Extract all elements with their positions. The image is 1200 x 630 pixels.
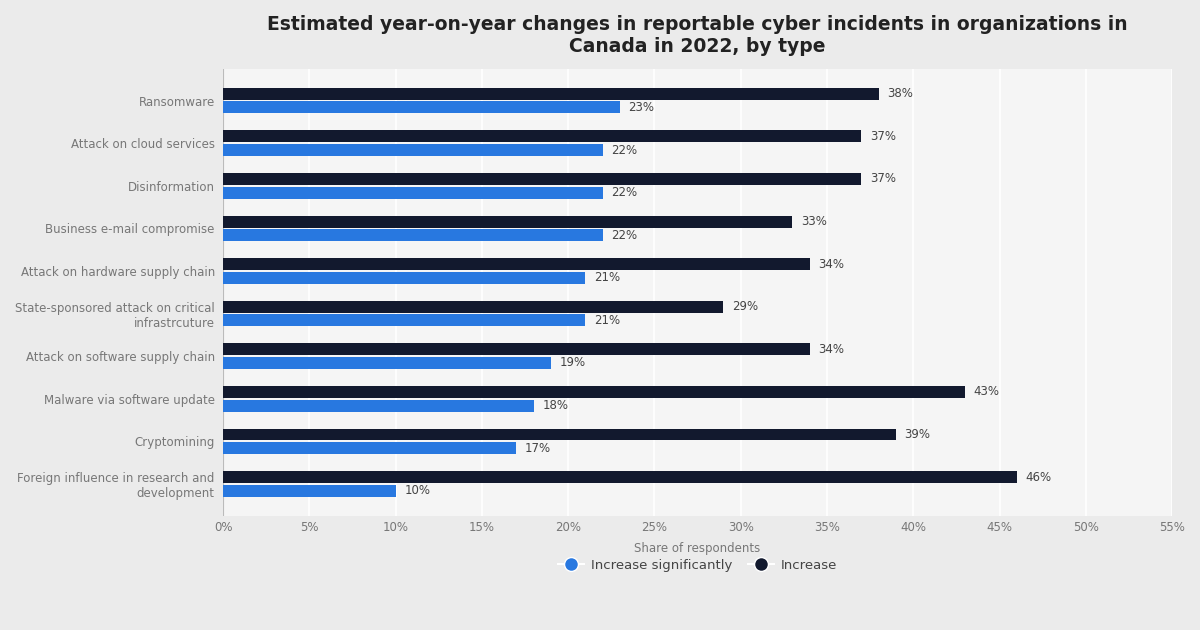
Text: 33%: 33% xyxy=(802,215,827,228)
Text: 18%: 18% xyxy=(542,399,569,412)
Text: 34%: 34% xyxy=(818,343,845,356)
Text: 39%: 39% xyxy=(905,428,931,441)
Text: 37%: 37% xyxy=(870,173,896,185)
Bar xyxy=(223,357,551,369)
Text: 34%: 34% xyxy=(818,258,845,271)
Text: 38%: 38% xyxy=(887,88,913,100)
Bar xyxy=(223,386,965,398)
Text: 37%: 37% xyxy=(870,130,896,143)
Bar xyxy=(223,442,516,454)
Text: 21%: 21% xyxy=(594,314,620,327)
Bar xyxy=(223,471,1016,483)
Bar xyxy=(223,272,586,284)
Text: 17%: 17% xyxy=(526,442,551,455)
Title: Estimated year-on-year changes in reportable cyber incidents in organizations in: Estimated year-on-year changes in report… xyxy=(268,15,1128,56)
Bar xyxy=(223,130,862,142)
Bar xyxy=(223,343,810,355)
Bar xyxy=(223,399,534,411)
Bar xyxy=(223,301,724,312)
Text: 23%: 23% xyxy=(629,101,654,114)
Bar xyxy=(223,101,620,113)
Text: 21%: 21% xyxy=(594,272,620,284)
Bar xyxy=(223,186,602,198)
Text: 10%: 10% xyxy=(404,484,431,497)
Text: 22%: 22% xyxy=(611,186,637,199)
Text: 22%: 22% xyxy=(611,144,637,156)
Bar xyxy=(223,229,602,241)
Text: 43%: 43% xyxy=(973,386,1000,398)
Bar xyxy=(223,485,396,496)
Bar xyxy=(223,314,586,326)
X-axis label: Share of respondents: Share of respondents xyxy=(635,542,761,555)
Bar xyxy=(223,88,878,100)
Bar xyxy=(223,258,810,270)
Bar xyxy=(223,215,792,227)
Text: 22%: 22% xyxy=(611,229,637,242)
Text: 46%: 46% xyxy=(1026,471,1051,484)
Text: 19%: 19% xyxy=(559,357,586,369)
Text: 29%: 29% xyxy=(732,301,758,313)
Legend: Increase significantly, Increase: Increase significantly, Increase xyxy=(558,559,838,572)
Bar xyxy=(223,144,602,156)
Bar xyxy=(223,428,896,440)
Bar xyxy=(223,173,862,185)
